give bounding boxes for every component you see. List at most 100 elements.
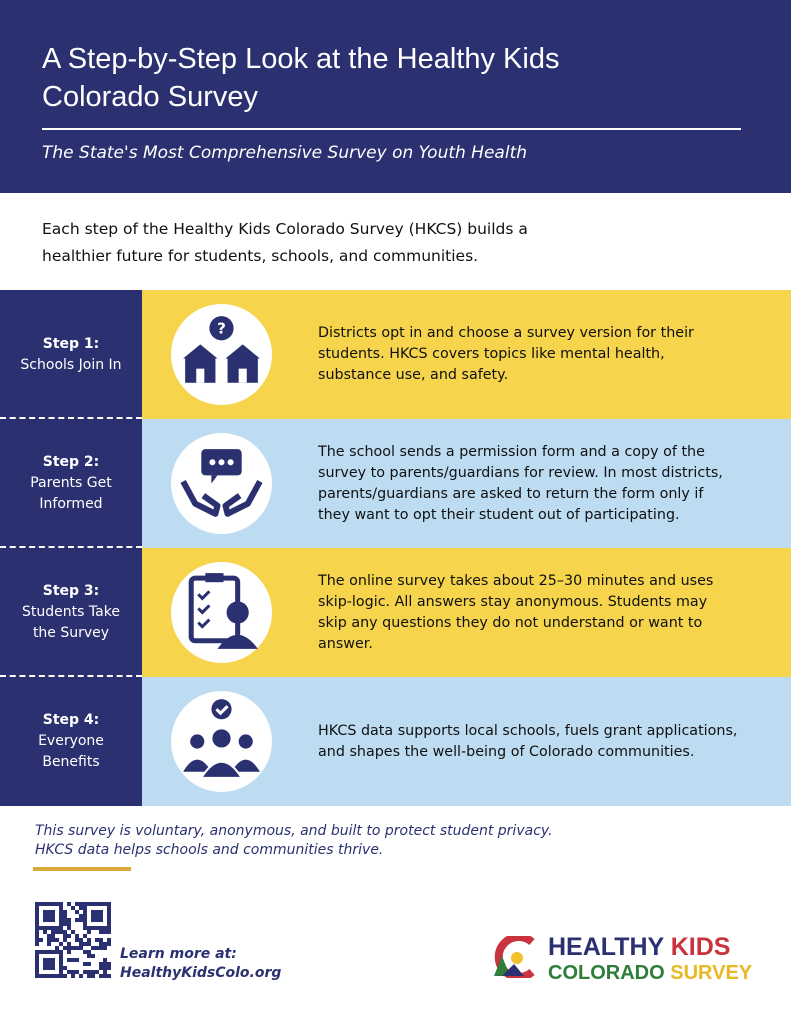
icon-graphic	[180, 449, 263, 517]
divider	[42, 128, 741, 130]
header	[0, 0, 791, 193]
qr-module	[63, 930, 67, 934]
qr-module	[43, 910, 55, 922]
qr-module	[107, 962, 111, 966]
qr-module	[63, 938, 67, 942]
qr-module	[99, 962, 103, 966]
qr-module	[47, 938, 51, 942]
qr-module	[67, 946, 71, 950]
qr-module	[63, 974, 67, 978]
qr-module	[35, 942, 39, 946]
step-label: Step 3:	[42, 583, 100, 599]
qr-module	[67, 970, 71, 974]
qr-module	[71, 930, 75, 934]
qr-module	[91, 946, 95, 950]
step-row: Step 2: Parents Get Informed The school se…	[0, 419, 791, 548]
qr-module	[63, 910, 67, 914]
qr-module	[67, 950, 71, 954]
step-name: Schools Join In	[20, 356, 122, 373]
icon	[171, 562, 272, 663]
qr-module	[63, 922, 67, 926]
qr-module	[63, 918, 67, 922]
qr-module	[47, 942, 51, 946]
qr-module	[87, 974, 91, 978]
qr-module	[107, 930, 111, 934]
step-text: Districts opt in and choose a survey ver…	[318, 325, 694, 383]
qr-module	[71, 946, 75, 950]
step-text: HKCS data supports local schools, fuels …	[318, 722, 738, 760]
qr-module	[75, 946, 79, 950]
step-row: Step 3: Students Take the Survey The onlin…	[0, 548, 791, 677]
qr-module	[87, 942, 91, 946]
qr-module	[91, 910, 103, 922]
qr-module	[99, 974, 103, 978]
qr-module	[103, 930, 107, 934]
qr-module	[99, 946, 103, 950]
learn-more: Learn more at: HealthyKidsColo.org	[120, 945, 281, 983]
step-text: The school sends a permission form and a…	[318, 443, 723, 523]
qr-module	[99, 938, 103, 942]
qr-module	[39, 938, 43, 942]
qr-module	[103, 962, 107, 966]
qr-module	[67, 958, 71, 962]
qr-module	[55, 930, 59, 934]
step-header: Step 3: Students Take the Survey	[0, 548, 142, 677]
step-row: Step 1: Schools Join In? Districts opt in …	[0, 290, 791, 419]
qr-module	[67, 926, 71, 930]
qr-module	[91, 954, 95, 958]
qr-module	[71, 974, 75, 978]
step-name: Everyone Benefits	[38, 733, 104, 770]
qr-module	[67, 922, 71, 926]
qr-module	[83, 962, 87, 966]
qr-module	[107, 942, 111, 946]
qr-module	[59, 942, 63, 946]
qr-module	[47, 934, 51, 938]
step-name: Parents Get Informed	[30, 475, 112, 512]
note-line: HKCS data helps schools and communities …	[35, 842, 384, 858]
qr-module	[75, 918, 79, 922]
qr-module	[43, 930, 47, 934]
qr-code	[35, 902, 111, 978]
title: A Step-by-Step Look at the Healthy Kids …	[42, 43, 560, 113]
qr-module	[79, 974, 83, 978]
logo-word: COLORADO	[548, 962, 665, 984]
qr-module	[55, 946, 59, 950]
qr-module	[103, 970, 107, 974]
qr-module	[35, 938, 39, 942]
qr-module	[87, 954, 91, 958]
qr-module	[83, 950, 87, 954]
separator	[0, 675, 142, 677]
qr-module	[107, 974, 111, 978]
qr-module	[79, 918, 83, 922]
qr-module	[75, 902, 79, 906]
svg-text:?: ?	[217, 319, 226, 337]
qr-module	[35, 930, 39, 934]
logo-word: HEALTHY	[548, 933, 664, 961]
logo: HEALTHY KIDS COLORADO SURVEY	[548, 934, 752, 986]
qr-module	[71, 906, 75, 910]
qr-module	[43, 958, 55, 970]
qr-module	[83, 934, 87, 938]
qr-module	[75, 958, 79, 962]
qr-module	[103, 942, 107, 946]
qr-module	[79, 906, 83, 910]
step-description: HKCS data supports local schools, fuels …	[318, 677, 738, 806]
qr-module	[63, 966, 67, 970]
qr-module	[79, 946, 83, 950]
subtitle: The State's Most Comprehensive Survey on…	[42, 143, 528, 163]
logo-word: SURVEY	[670, 962, 753, 984]
qr-module	[63, 914, 67, 918]
step-label: Step 4:	[42, 712, 100, 728]
note: This survey is voluntary, anonymous, and…	[35, 822, 553, 860]
accent-line	[33, 867, 131, 871]
qr-module	[35, 934, 39, 938]
icon: ?	[171, 304, 272, 405]
qr-module	[51, 938, 55, 942]
note-line: This survey is voluntary, anonymous, and…	[35, 823, 553, 839]
qr-module	[79, 914, 83, 918]
qr-module	[51, 930, 55, 934]
qr-module	[87, 950, 91, 954]
step-description: The online survey takes about 25–30 minu…	[318, 548, 738, 677]
icon-graphic	[183, 699, 260, 779]
